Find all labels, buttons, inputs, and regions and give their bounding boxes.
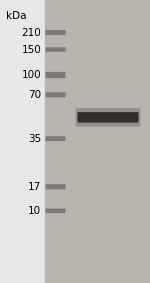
Text: 210: 210 xyxy=(21,27,41,38)
Text: 17: 17 xyxy=(28,182,41,192)
Text: 70: 70 xyxy=(28,90,41,100)
FancyBboxPatch shape xyxy=(45,209,66,213)
Text: 10: 10 xyxy=(28,206,41,216)
FancyBboxPatch shape xyxy=(45,92,66,97)
FancyBboxPatch shape xyxy=(77,112,139,123)
Text: 35: 35 xyxy=(28,134,41,144)
FancyBboxPatch shape xyxy=(76,108,140,127)
FancyBboxPatch shape xyxy=(45,136,66,141)
Text: 100: 100 xyxy=(22,70,41,80)
Text: 150: 150 xyxy=(21,44,41,55)
FancyBboxPatch shape xyxy=(45,184,66,189)
FancyBboxPatch shape xyxy=(45,47,66,52)
FancyBboxPatch shape xyxy=(45,30,66,35)
FancyBboxPatch shape xyxy=(45,72,66,78)
Bar xyxy=(45,0,150,283)
Text: kDa: kDa xyxy=(6,11,27,21)
